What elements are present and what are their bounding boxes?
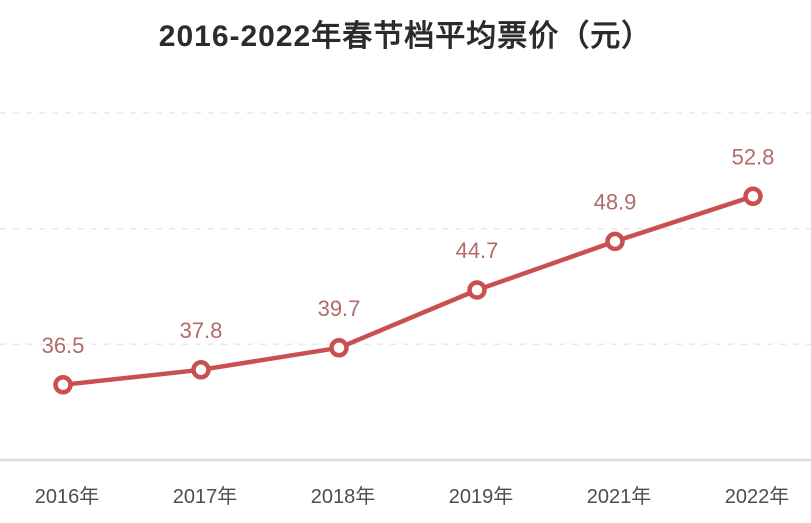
- x-axis-tick-label: 2018年: [311, 485, 376, 508]
- data-value-label: 44.7: [456, 238, 499, 263]
- x-axis-tick-label: 2022年: [725, 485, 790, 508]
- x-axis-tick-label: 2021年: [587, 485, 652, 508]
- data-point-marker: [191, 360, 211, 380]
- data-value-label: 52.8: [732, 144, 775, 169]
- data-point-marker: [467, 280, 487, 300]
- x-axis-tick-label: 2017年: [173, 485, 238, 508]
- x-axis-tick-label: 2016年: [35, 485, 100, 508]
- data-point-marker: [329, 338, 349, 358]
- data-point-marker: [53, 375, 73, 395]
- data-value-label: 37.8: [180, 318, 223, 343]
- x-axis-tick-label: 2019年: [449, 485, 514, 508]
- data-value-label: 36.5: [42, 333, 85, 358]
- chart-title: 2016-2022年春节档平均票价（元）: [158, 20, 653, 53]
- data-value-label: 39.7: [318, 296, 361, 321]
- data-point-marker: [743, 186, 763, 207]
- price-line: [60, 194, 756, 388]
- data-point-marker: [605, 231, 625, 252]
- data-value-label: 48.9: [594, 189, 637, 214]
